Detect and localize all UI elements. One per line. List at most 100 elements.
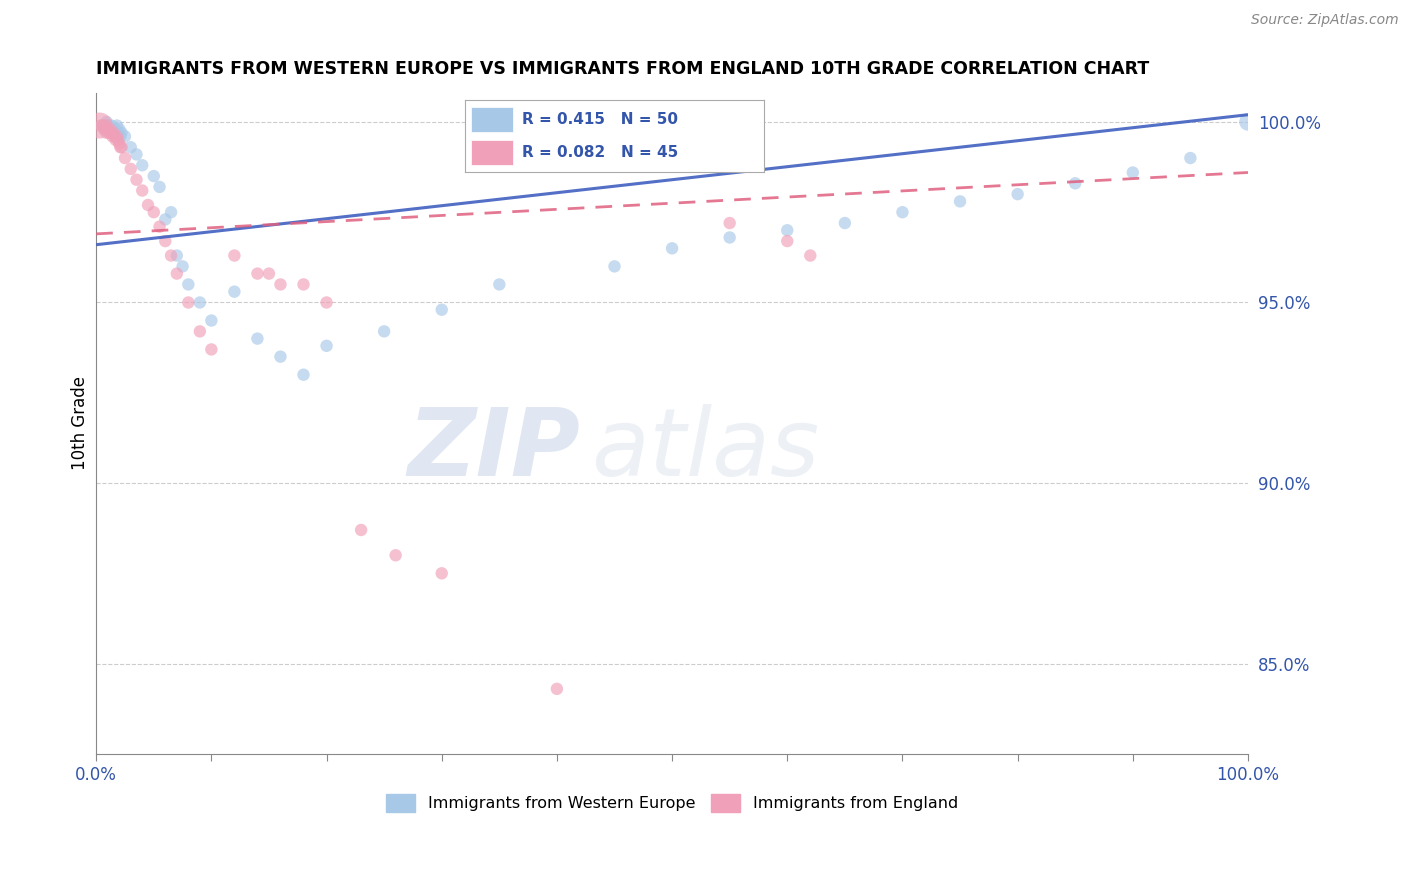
Y-axis label: 10th Grade: 10th Grade	[72, 376, 89, 470]
Point	[148, 219, 170, 234]
Point	[100, 126, 122, 140]
Point	[834, 216, 856, 230]
Point	[1237, 115, 1260, 129]
Point	[110, 140, 132, 154]
Point	[718, 230, 741, 244]
Point	[107, 126, 129, 140]
Point	[114, 151, 136, 165]
Text: ZIP: ZIP	[408, 404, 579, 496]
Point	[315, 339, 337, 353]
Text: Source: ZipAtlas.com: Source: ZipAtlas.com	[1251, 13, 1399, 28]
Point	[603, 260, 626, 274]
Text: atlas: atlas	[592, 404, 820, 495]
Point	[315, 295, 337, 310]
Point	[91, 119, 114, 133]
Point	[110, 126, 132, 140]
Point	[188, 295, 211, 310]
Point	[103, 126, 125, 140]
Point	[430, 566, 453, 581]
Point	[97, 122, 120, 136]
Point	[269, 277, 291, 292]
Point	[90, 119, 112, 133]
Point	[172, 260, 194, 274]
Point	[224, 248, 246, 262]
Point	[101, 129, 124, 144]
Point	[160, 205, 183, 219]
Point	[160, 248, 183, 262]
Point	[96, 126, 118, 140]
Point	[350, 523, 373, 537]
Point	[100, 119, 122, 133]
Point	[430, 302, 453, 317]
Point	[246, 267, 269, 281]
Point	[93, 122, 115, 136]
Point	[104, 129, 127, 144]
Point	[799, 248, 821, 262]
Point	[110, 140, 132, 154]
Point	[142, 205, 165, 219]
Point	[91, 119, 114, 133]
Point	[546, 681, 568, 696]
Point	[94, 119, 117, 133]
Point	[94, 119, 117, 133]
Point	[131, 158, 153, 172]
Point	[166, 267, 188, 281]
Point	[155, 234, 177, 248]
Point	[949, 194, 972, 209]
Point	[661, 241, 683, 255]
Point	[105, 119, 128, 133]
Point	[1007, 187, 1029, 202]
Point	[776, 223, 799, 237]
Point	[373, 324, 395, 338]
Point	[93, 122, 115, 136]
Point	[120, 140, 142, 154]
Point	[136, 198, 159, 212]
Point	[108, 122, 131, 136]
Point	[107, 133, 129, 147]
Point	[98, 122, 121, 136]
Point	[1122, 165, 1144, 179]
Point	[718, 216, 741, 230]
Point	[89, 119, 111, 133]
Point	[148, 180, 170, 194]
Point	[269, 350, 291, 364]
Point	[120, 161, 142, 176]
Point	[188, 324, 211, 338]
Point	[142, 169, 165, 183]
Point	[177, 295, 200, 310]
Point	[224, 285, 246, 299]
Point	[97, 126, 120, 140]
Point	[104, 133, 127, 147]
Point	[488, 277, 510, 292]
Point	[1180, 151, 1202, 165]
Point	[155, 212, 177, 227]
Point	[104, 126, 127, 140]
Point	[166, 248, 188, 262]
Point	[177, 277, 200, 292]
Point	[200, 343, 222, 357]
Legend: Immigrants from Western Europe, Immigrants from England: Immigrants from Western Europe, Immigran…	[387, 794, 957, 812]
Point	[105, 129, 128, 144]
Text: IMMIGRANTS FROM WESTERN EUROPE VS IMMIGRANTS FROM ENGLAND 10TH GRADE CORRELATION: IMMIGRANTS FROM WESTERN EUROPE VS IMMIGR…	[96, 60, 1150, 78]
Point	[246, 332, 269, 346]
Point	[1064, 177, 1087, 191]
Point	[104, 122, 127, 136]
Point	[114, 129, 136, 144]
Point	[98, 122, 121, 136]
Point	[125, 172, 148, 186]
Point	[110, 129, 132, 144]
Point	[292, 368, 315, 382]
Point	[125, 147, 148, 161]
Point	[257, 267, 280, 281]
Point	[97, 119, 120, 133]
Point	[97, 122, 120, 136]
Point	[200, 313, 222, 327]
Point	[108, 136, 131, 151]
Point	[101, 122, 124, 136]
Point	[103, 126, 125, 140]
Point	[292, 277, 315, 292]
Point	[891, 205, 914, 219]
Point	[131, 184, 153, 198]
Point	[96, 115, 118, 129]
Point	[384, 548, 406, 562]
